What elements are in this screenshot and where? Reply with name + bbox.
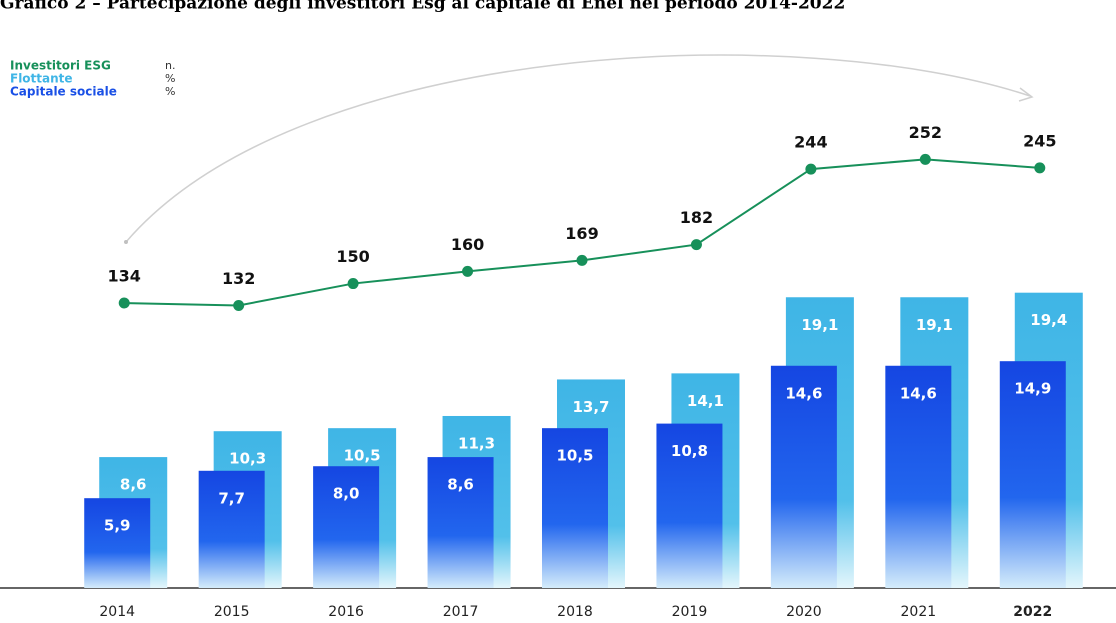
data-label: 132 [222, 269, 255, 288]
data-label: 7,7 [218, 489, 245, 507]
arrow-head [1018, 87, 1034, 102]
line-point [233, 299, 245, 311]
chart-title: Grafico 2 – Partecipazione degli investi… [0, 0, 845, 14]
data-label: 150 [336, 247, 369, 266]
data-label: 244 [794, 133, 827, 152]
legend-label: Capitale sociale [10, 85, 117, 99]
data-label: 245 [1023, 131, 1056, 150]
data-label: 10,3 [229, 450, 266, 468]
data-label: 14,9 [1014, 380, 1051, 398]
data-label: 182 [680, 208, 713, 227]
bar [885, 365, 952, 588]
line-point [805, 163, 817, 175]
data-label: 134 [108, 267, 141, 286]
data-label: 252 [909, 123, 942, 142]
data-label: 8,0 [333, 485, 360, 503]
data-label: 10,5 [344, 447, 381, 465]
bar [770, 365, 837, 588]
legend-unit: % [165, 85, 175, 98]
legend-unit: % [165, 72, 175, 85]
line-point [1034, 162, 1046, 174]
bar [427, 457, 494, 588]
x-tick-label: 2022 [1013, 604, 1052, 620]
data-label: 8,6 [120, 476, 147, 494]
x-tick-label: 2015 [214, 604, 250, 620]
data-label: 10,8 [671, 442, 708, 460]
x-tick-label: 2018 [557, 604, 593, 620]
x-tick-label: 2019 [672, 604, 708, 620]
bar [198, 470, 265, 588]
bar [999, 361, 1066, 588]
legend-label: Flottante [10, 72, 73, 86]
x-tick-label: 2014 [99, 604, 135, 620]
data-label: 160 [451, 235, 484, 254]
x-tick-label: 2017 [443, 604, 479, 620]
line-point [576, 254, 588, 266]
decorative-arrow [125, 54, 1031, 243]
data-label: 10,5 [556, 447, 593, 465]
legend-unit: n. [165, 59, 175, 72]
arrow-start [124, 240, 128, 244]
x-tick-label: 2020 [786, 604, 822, 620]
data-label: 14,6 [900, 384, 937, 402]
legend-label: Investitori ESG [10, 59, 111, 73]
line-point [118, 297, 130, 309]
data-label: 13,7 [572, 398, 609, 416]
bar [656, 423, 723, 588]
data-label: 169 [565, 224, 598, 243]
x-tick-label: 2021 [901, 604, 937, 620]
data-label: 19,1 [801, 316, 838, 334]
bar [84, 498, 151, 588]
data-label: 14,6 [785, 384, 822, 402]
line-point [919, 153, 931, 165]
x-tick-label: 2016 [328, 604, 364, 620]
data-label: 5,9 [104, 517, 131, 535]
data-label: 14,1 [687, 392, 724, 410]
data-label: 19,4 [1030, 311, 1067, 329]
bar [542, 428, 608, 588]
data-label: 8,6 [447, 476, 474, 494]
line-point [690, 239, 702, 251]
data-label: 11,3 [458, 434, 495, 452]
line-point [347, 278, 359, 290]
data-label: 19,1 [916, 316, 953, 334]
bar [313, 466, 380, 588]
line-point [462, 265, 474, 277]
